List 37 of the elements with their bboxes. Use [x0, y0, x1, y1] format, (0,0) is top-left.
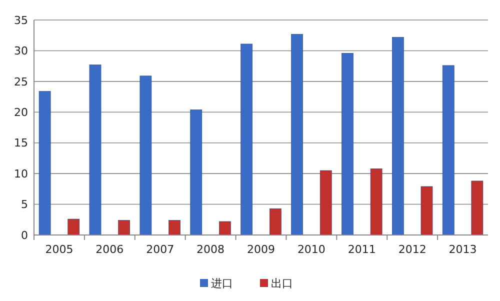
- legend-label: 进口: [211, 276, 233, 290]
- bar: [168, 220, 180, 236]
- y-tick-label: 5: [21, 198, 28, 212]
- x-tick-label: 2006: [96, 243, 124, 256]
- bar: [320, 170, 332, 236]
- bar: [370, 168, 382, 236]
- bar: [89, 64, 102, 236]
- y-tick-label: 35: [14, 14, 28, 27]
- bar: [190, 110, 202, 236]
- bar: [392, 37, 404, 236]
- bar: [118, 220, 130, 236]
- bar: [68, 218, 80, 236]
- y-tick-label: 0: [21, 228, 28, 242]
- bar: [420, 186, 433, 236]
- y-tick-label: 15: [14, 136, 28, 150]
- x-tick-label: 2005: [45, 243, 74, 256]
- bar: [140, 76, 152, 236]
- y-tick-label: 20: [14, 106, 28, 119]
- x-tick-label: 2012: [398, 243, 426, 256]
- y-tick-label: 25: [14, 75, 28, 88]
- legend-label: 出口: [271, 276, 293, 290]
- bar: [342, 53, 354, 236]
- bar: [291, 34, 303, 236]
- x-tick-label: 2007: [146, 243, 174, 256]
- x-tick-label: 2009: [247, 243, 275, 256]
- x-tick-label: 2011: [348, 243, 376, 256]
- bar: [240, 44, 252, 236]
- bar: [38, 91, 51, 236]
- bar: [219, 221, 231, 236]
- x-tick-label: 2010: [297, 243, 326, 256]
- x-tick-label: 2008: [196, 243, 225, 256]
- x-tick-label: 2013: [448, 243, 477, 256]
- bar: [442, 65, 454, 236]
- bar: [270, 208, 282, 236]
- y-tick-label: 30: [14, 44, 28, 58]
- bar: [471, 180, 484, 236]
- y-tick-label: 10: [14, 167, 28, 180]
